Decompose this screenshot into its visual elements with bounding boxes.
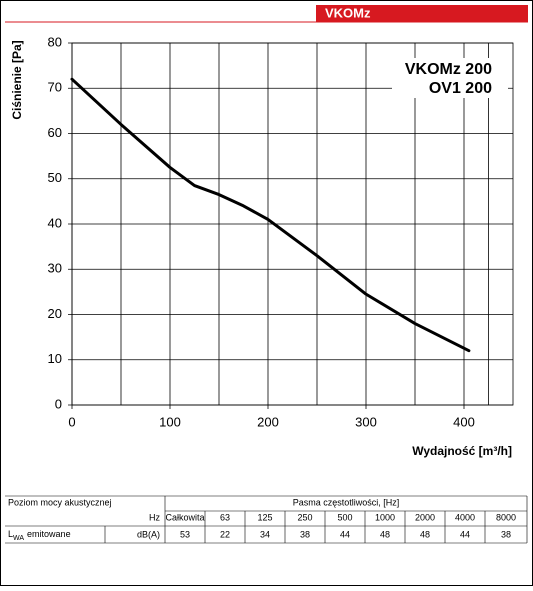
y-tick-label: 40 <box>48 215 62 230</box>
x-tick-label: 100 <box>159 414 181 429</box>
x-tick-label: 400 <box>453 414 475 429</box>
table-header: Pasma częstotliwości, [Hz] <box>293 497 400 507</box>
x-tick-label: 200 <box>257 414 279 429</box>
table-cell: 34 <box>260 529 270 539</box>
table-cell: 38 <box>300 529 310 539</box>
table-header: Poziom mocy akustycznej <box>8 497 112 507</box>
row-label-sub: WA <box>13 535 24 542</box>
y-axis-label: Ciśnienie [Pa] <box>10 40 24 119</box>
table-column-header: 2000 <box>415 512 435 522</box>
table-column-header: 125 <box>257 512 272 522</box>
table-column-header: Całkowita <box>165 512 204 522</box>
table-unit: dB(A) <box>137 529 160 539</box>
table-cell: 48 <box>420 529 430 539</box>
table-column-header: 250 <box>297 512 312 522</box>
y-tick-label: 20 <box>48 306 62 321</box>
table-column-header: 63 <box>220 512 230 522</box>
x-tick-label: 300 <box>355 414 377 429</box>
annotation-box <box>392 58 508 98</box>
table-header: Hz <box>149 512 160 522</box>
table-cell: 44 <box>340 529 350 539</box>
y-tick-label: 10 <box>48 351 62 366</box>
tab <box>316 5 528 22</box>
row-label-main: L <box>8 529 13 539</box>
x-tick-label: 0 <box>68 414 75 429</box>
table-column-header: 4000 <box>455 512 475 522</box>
table-cell: 53 <box>180 529 190 539</box>
line <box>70 77 471 353</box>
table: Poziom mocy akustycznej Pasma częstotliw… <box>5 495 528 544</box>
y-tick-label: 30 <box>48 261 62 276</box>
annotation: OV1 200 <box>429 80 492 97</box>
annotation: VKOMz 200 <box>405 61 492 78</box>
plot-frame <box>71 42 514 406</box>
row-label-rest: emitowane <box>27 529 71 539</box>
y-tick-label: 70 <box>48 80 62 95</box>
x-axis-label: Wydajność [m³/h] <box>412 444 512 458</box>
table-column-header: 8000 <box>496 512 516 522</box>
y-tick-label: 50 <box>48 170 62 185</box>
table-cell: 48 <box>380 529 390 539</box>
y-tick-label: 80 <box>48 34 62 49</box>
table-row-label: LWA emitowane <box>8 529 71 541</box>
tab-label: VKOMz <box>325 5 371 20</box>
table-cell: 44 <box>460 529 470 539</box>
table-cell: 22 <box>220 529 230 539</box>
y-tick-label: 0 <box>55 396 62 411</box>
table-column-header: 1000 <box>375 512 395 522</box>
y-tick-label: 60 <box>48 125 62 140</box>
table-cell: 38 <box>501 529 511 539</box>
table-column-header: 500 <box>337 512 352 522</box>
